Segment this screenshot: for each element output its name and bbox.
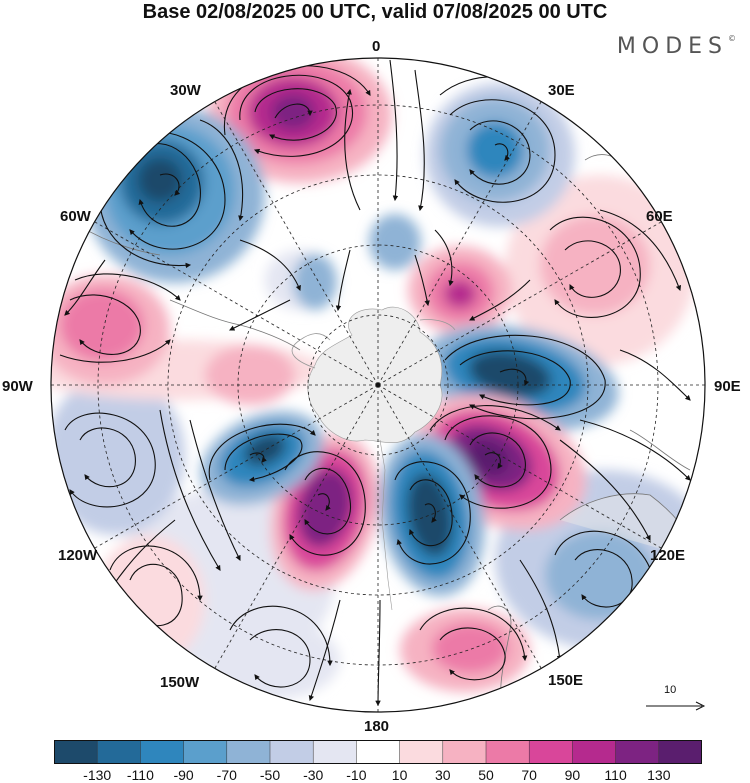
colorbar-tick-label: 70 [521,767,537,783]
wind-streamlines [59,59,691,707]
colorbar-tick-label: 90 [564,767,581,783]
colorbar-swatch [312,740,358,764]
lon-label-0: 0 [372,38,381,55]
colorbar-swatch [399,740,444,764]
lon-label-150e: 150E [548,672,584,689]
lon-label-120e: 120E [650,547,686,564]
lon-label-30e: 30E [548,82,575,99]
colorbar-swatch [183,740,228,764]
colorbar-tick-label: -50 [259,767,281,783]
map-border [50,57,706,713]
colorbar-tick-label: 110 [604,767,627,783]
colorbar-swatch [269,740,314,764]
lon-label-180: 180 [364,718,390,735]
anomaly-field [51,58,705,712]
colorbar-swatch [528,740,574,764]
colorbar-swatch [96,740,142,764]
reference-vector: 10 [644,684,706,714]
colorbar-swatch [356,740,401,764]
colorbar-swatch [615,740,660,764]
colorbar-tick-label: -110 [126,767,154,783]
colorbar-swatch [140,740,185,764]
polar-map [50,57,706,713]
lon-label-60e: 60E [646,208,673,225]
colorbar-swatch [54,740,98,764]
lon-label-90w: 90W [2,378,33,395]
colorbar-border [54,740,702,764]
map-title: Base 02/08/2025 00 UTC, valid 07/08/2025… [142,1,608,23]
brand-logo: MODES© [617,34,736,59]
colorbar-swatch [442,740,487,764]
colorbar-tick-label: -90 [173,767,194,783]
colorbar-tick-label: 130 [647,767,671,783]
colorbar [54,740,702,764]
copyright-mark: © [728,34,736,43]
colorbar-tick-label: 10 [391,767,408,783]
lon-label-90e: 90E [714,378,741,395]
lon-label-150w: 150W [160,674,200,691]
colorbar-tick-label: -10 [346,767,367,783]
colorbar-tick-label: -30 [303,767,324,783]
colorbar-swatch [658,740,702,764]
lon-label-120w: 120W [58,547,98,564]
reference-vector-value: 10 [664,684,677,696]
colorbar-tick-label: 50 [478,767,494,783]
lon-label-60w: 60W [60,208,91,225]
reference-arrow-icon [646,701,706,711]
colorbar-swatch [485,740,530,764]
colorbar-tick-label: 30 [435,767,451,783]
colorbar-tick-label: -70 [216,767,237,783]
brand-name: MODES [616,34,728,59]
lon-label-30w: 30W [170,82,201,99]
colorbar-labels: -130 -110 -90 -70 -50 -30 -10 10 30 50 70 90 110 130 [54,767,702,783]
colorbar-tick-label: -130 [83,767,112,783]
colorbar-swatch [226,740,271,764]
colorbar-swatch [572,740,617,764]
